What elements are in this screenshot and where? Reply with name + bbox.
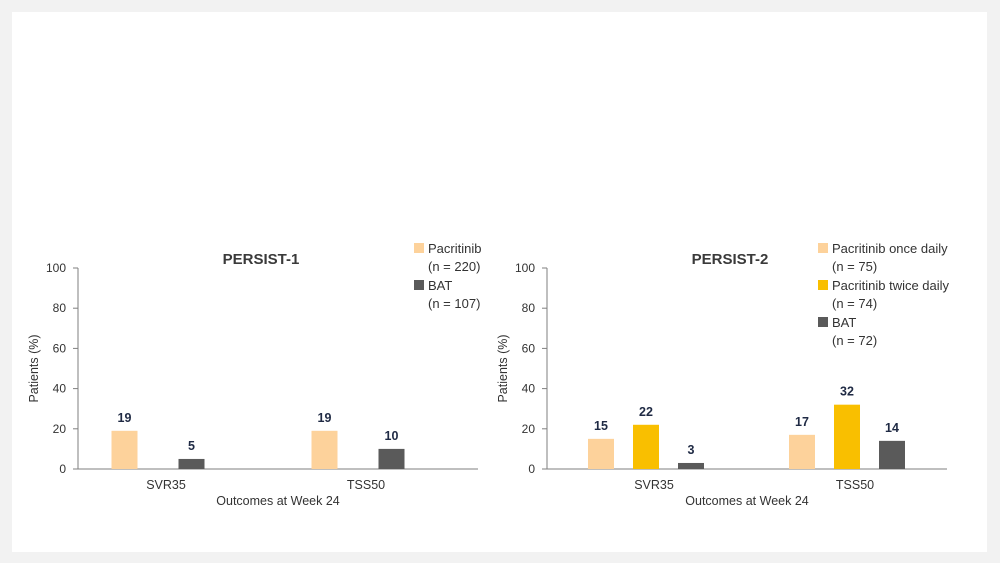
data-label: 10 (385, 429, 399, 443)
bar-bat (378, 448, 405, 469)
y-tick-label: 80 (522, 301, 536, 315)
bar-bat (678, 462, 704, 469)
y-axis-label: Patients (%) (496, 334, 510, 402)
y-tick-label: 0 (59, 462, 66, 476)
data-label: 17 (795, 415, 809, 429)
y-tick-label: 20 (522, 422, 536, 436)
legend-series-name: Pacritinib once daily (832, 241, 948, 256)
legend-series-name: Pacritinib twice daily (832, 278, 950, 293)
legend-series-n: (n = 220) (428, 259, 480, 274)
bar-pacritinib-once-daily (588, 438, 614, 469)
y-tick-label: 40 (53, 382, 67, 396)
y-tick-label: 60 (53, 341, 67, 355)
data-label: 32 (840, 385, 854, 399)
y-tick-label: 40 (522, 382, 536, 396)
legend-series-name: BAT (832, 315, 856, 330)
legend-swatch (818, 243, 828, 253)
bar-bat (879, 440, 905, 469)
bar-pacritinib (311, 430, 338, 469)
data-label: 19 (318, 411, 332, 425)
category-label: SVR35 (634, 478, 674, 492)
x-axis-label: Outcomes at Week 24 (685, 494, 808, 508)
data-label: 5 (188, 439, 195, 453)
bar-pacritinib (111, 430, 138, 469)
data-label: 15 (594, 419, 608, 433)
y-tick-label: 100 (515, 261, 535, 275)
y-axis-label: Patients (%) (27, 334, 41, 402)
legend-series-name: BAT (428, 278, 452, 293)
y-tick-label: 20 (53, 422, 67, 436)
bar-bat (178, 458, 205, 469)
data-label: 19 (118, 411, 132, 425)
category-label: TSS50 (836, 478, 874, 492)
legend-series-n: (n = 107) (428, 296, 480, 311)
data-label: 14 (885, 421, 899, 435)
x-axis-label: Outcomes at Week 24 (216, 494, 339, 508)
legend-series-name: Pacritinib (428, 241, 481, 256)
legend-swatch (818, 280, 828, 290)
legend-series-n: (n = 72) (832, 333, 877, 348)
y-tick-label: 60 (522, 341, 536, 355)
chart-title: PERSIST-2 (692, 251, 769, 268)
category-label: SVR35 (146, 478, 186, 492)
bar-pacritinib-twice-daily (834, 404, 860, 469)
y-tick-label: 100 (46, 261, 66, 275)
y-tick-label: 80 (53, 301, 67, 315)
legend-series-n: (n = 75) (832, 259, 877, 274)
legend-swatch (414, 280, 424, 290)
bar-pacritinib-once-daily (789, 434, 815, 469)
y-tick-label: 0 (528, 462, 535, 476)
bar-pacritinib-twice-daily (633, 424, 659, 469)
category-label: TSS50 (347, 478, 385, 492)
data-label: 3 (688, 443, 695, 457)
chart-title: PERSIST-1 (223, 251, 300, 268)
legend-series-n: (n = 74) (832, 296, 877, 311)
legend-swatch (414, 243, 424, 253)
data-label: 22 (639, 405, 653, 419)
legend-swatch (818, 317, 828, 327)
